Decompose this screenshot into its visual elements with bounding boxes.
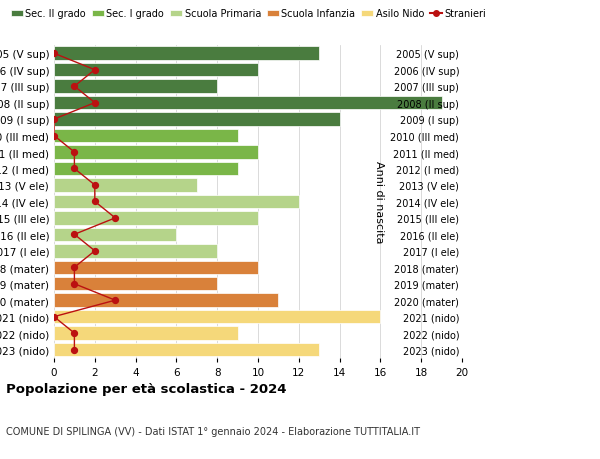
Bar [54,310,380,324]
Point [70,280,79,288]
Point [70,149,79,157]
Bar [54,146,258,159]
Point [49,116,59,123]
Bar [54,80,217,94]
Bar [54,212,258,225]
Point [110,297,120,304]
Point [90,67,100,74]
Bar [54,245,217,258]
Point [49,313,59,321]
Point [110,215,120,222]
Bar [54,343,319,357]
Bar [54,162,238,176]
Bar [54,47,319,61]
Bar [54,195,299,209]
Point [70,83,79,90]
Y-axis label: Anni di nascita: Anni di nascita [374,161,384,243]
Bar [54,327,238,340]
Point [70,346,79,353]
Point [90,198,100,206]
Point [90,247,100,255]
Bar [54,179,197,192]
Bar [54,277,217,291]
Bar [54,64,258,77]
Point [70,165,79,173]
Bar [54,294,278,307]
Point [70,231,79,239]
Point [90,182,100,189]
Text: COMUNE DI SPILINGA (VV) - Dati ISTAT 1° gennaio 2024 - Elaborazione TUTTITALIA.I: COMUNE DI SPILINGA (VV) - Dati ISTAT 1° … [6,426,420,436]
Bar [54,261,258,274]
Bar [54,129,238,143]
Text: Popolazione per età scolastica - 2024: Popolazione per età scolastica - 2024 [6,382,287,396]
Legend: Sec. II grado, Sec. I grado, Scuola Primaria, Scuola Infanzia, Asilo Nido, Stran: Sec. II grado, Sec. I grado, Scuola Prim… [11,10,487,19]
Point [49,133,59,140]
Bar [54,228,176,241]
Point [70,264,79,271]
Point [49,50,59,58]
Bar [54,97,442,110]
Point [90,100,100,107]
Point [70,330,79,337]
Bar [54,113,340,127]
